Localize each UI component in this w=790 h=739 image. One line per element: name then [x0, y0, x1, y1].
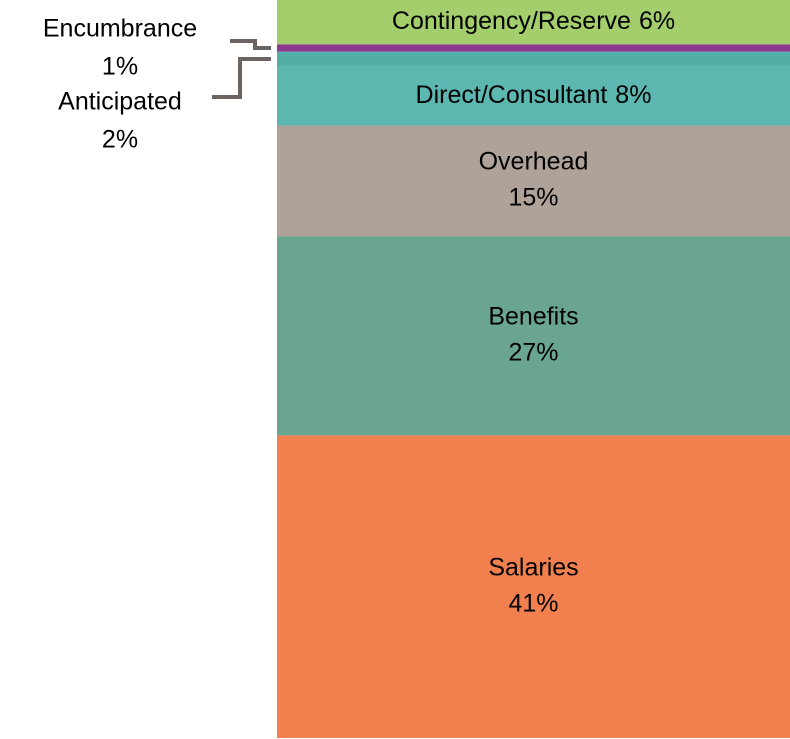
segment-label: Contingency/Reserve 6%	[392, 7, 675, 35]
segment-value: 1%	[102, 53, 138, 81]
segment-value: 15%	[508, 183, 558, 211]
segment-value: 41%	[508, 589, 558, 617]
segment-name: Benefits	[488, 302, 578, 330]
bar-segment	[277, 51, 790, 67]
connector	[230, 39, 271, 50]
segment-name: Encumbrance	[43, 15, 197, 43]
segment-value: 6%	[639, 7, 675, 35]
segment-value: 8%	[615, 81, 651, 109]
connector	[212, 57, 271, 99]
segment-name: Contingency/Reserve	[392, 7, 631, 35]
segment-value: 2%	[102, 126, 138, 154]
bar-segment	[277, 44, 790, 52]
bar-segment	[277, 66, 790, 126]
segment-value: 27%	[508, 338, 558, 366]
segment-name: Salaries	[488, 553, 578, 581]
bar-segment	[277, 435, 790, 738]
segment-label: Direct/Consultant 8%	[416, 81, 652, 109]
segment-name: Direct/Consultant	[416, 81, 608, 109]
bar-segment	[277, 236, 790, 436]
segment-name: Overhead	[479, 147, 589, 175]
segment-name: Anticipated	[58, 88, 182, 116]
bar-segment	[277, 125, 790, 237]
bar-segment	[277, 0, 790, 45]
